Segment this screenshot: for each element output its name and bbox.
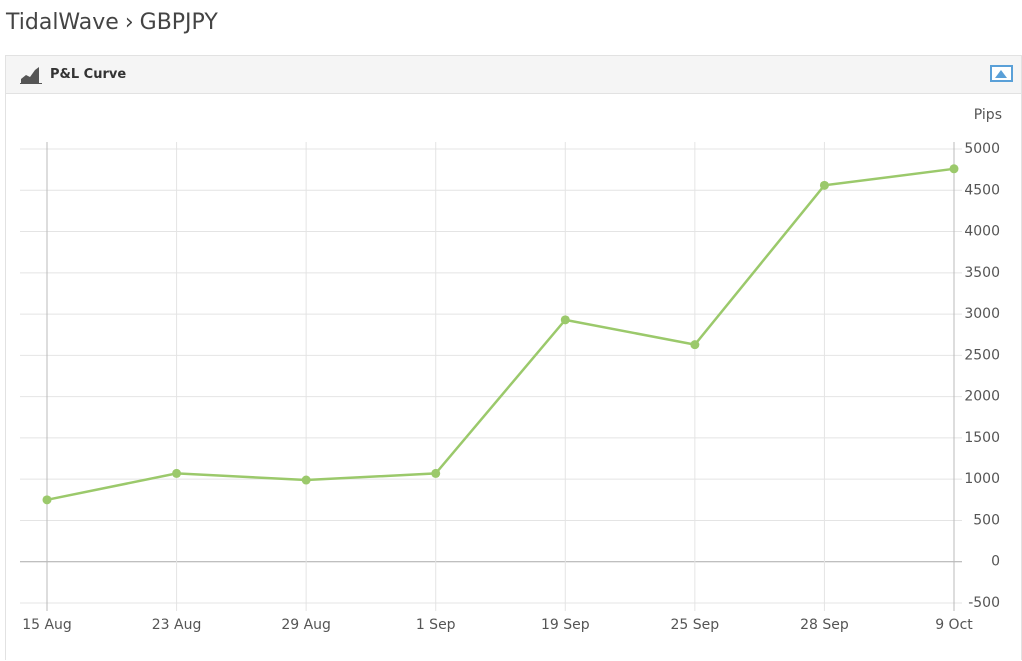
y-tick-label: 3500 (964, 265, 1000, 281)
x-tick-label: 23 Aug (152, 617, 202, 633)
y-tick-label: 4000 (964, 224, 1000, 240)
toggle-icon[interactable] (990, 65, 1014, 83)
x-tick-label: 9 Oct (935, 617, 973, 633)
chart-icon (20, 67, 42, 84)
data-point (172, 468, 182, 478)
x-tick-label: 1 Sep (416, 617, 456, 633)
x-tick-label: 15 Aug (22, 617, 72, 633)
symbol: GBPJPY (139, 10, 218, 35)
data-point (690, 340, 700, 350)
y-tick-label: 1000 (964, 471, 1000, 487)
separator: › (124, 10, 134, 35)
y-tick-label: 2000 (964, 389, 1000, 405)
y-tick-label: 500 (973, 512, 1000, 528)
x-tick-label: 25 Sep (671, 617, 720, 633)
y-axis-label: Pips (974, 107, 1002, 123)
y-tick-label: 5000 (964, 141, 1000, 157)
y-tick-label: -500 (968, 595, 1000, 611)
y-tick-label: 4500 (964, 182, 1000, 198)
data-point (949, 164, 959, 174)
data-point (819, 180, 829, 190)
data-point (431, 468, 441, 478)
data-point (42, 495, 52, 505)
app-link[interactable]: TidalWave (6, 10, 119, 35)
panel: P&L Curve (5, 55, 1022, 660)
data-point (560, 315, 570, 325)
panel-header: P&L Curve (6, 56, 1021, 94)
y-tick-label: 3000 (964, 306, 1000, 322)
pl-line (46, 167, 955, 502)
y-tick-label: 1500 (964, 430, 1000, 446)
breadcrumb: TidalWave › GBPJPY (6, 10, 224, 35)
data-point (301, 475, 311, 485)
x-tick-label: 28 Sep (800, 617, 849, 633)
panel-title: P&L Curve (50, 67, 127, 82)
x-tick-label: 19 Sep (541, 617, 590, 633)
y-tick-label: 2500 (964, 347, 1000, 363)
y-tick-label: 0 (991, 554, 1000, 570)
x-tick-label: 29 Aug (281, 617, 331, 633)
